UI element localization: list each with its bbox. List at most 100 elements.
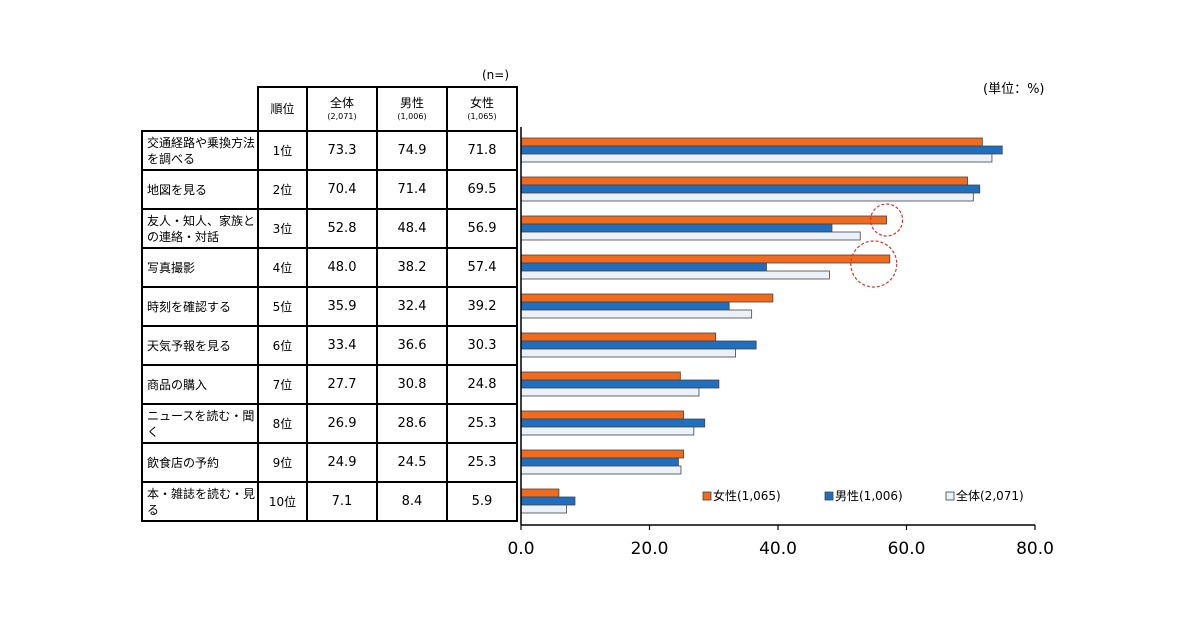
- table-header-row: 順位 全体 (2,071) 男性 (1,006) 女性 (1,065): [142, 86, 518, 132]
- row-rank: 8位: [257, 403, 308, 444]
- row-label: 天気予報を見る: [141, 325, 259, 366]
- bar-male-7: [520, 418, 706, 428]
- bar-female-0: [520, 137, 983, 147]
- row-label: 本・雑誌を読む・見る: [141, 481, 259, 522]
- header-all-n: (2,071): [327, 112, 357, 121]
- row-all: 27.7: [306, 364, 378, 405]
- header-male-label: 男性: [399, 96, 424, 110]
- row-rank: 4位: [257, 247, 308, 288]
- row-rank: 6位: [257, 325, 308, 366]
- bar-all-4: [520, 309, 753, 319]
- row-female: 39.2: [446, 286, 518, 327]
- row-male: 30.8: [376, 364, 448, 405]
- row-label: 友人・知人、家族との連絡・対話: [141, 208, 259, 249]
- row-rank: 5位: [257, 286, 308, 327]
- bar-all-8: [520, 465, 682, 475]
- table-row: 写真撮影 4位 48.0 38.2 57.4: [141, 247, 518, 288]
- row-female: 25.3: [446, 442, 518, 483]
- row-male: 74.9: [376, 130, 448, 171]
- bar-all-2: [520, 231, 861, 241]
- row-all: 24.9: [306, 442, 378, 483]
- row-all: 7.1: [306, 481, 378, 522]
- row-label: 時刻を確認する: [141, 286, 259, 327]
- header-female-n: (1,065): [467, 112, 497, 121]
- row-female: 57.4: [446, 247, 518, 288]
- legend-swatch-0: [702, 491, 712, 501]
- bar-female-8: [520, 449, 684, 459]
- row-all: 35.9: [306, 286, 378, 327]
- row-label: 交通経路や乗換方法を調べる: [141, 130, 259, 171]
- row-all: 73.3: [306, 130, 378, 171]
- legend-label-2: 全体(2,071): [956, 488, 1024, 503]
- legend-label-0: 女性(1,065): [713, 488, 781, 503]
- table-row: 本・雑誌を読む・見る 10位 7.1 8.4 5.9: [141, 481, 518, 522]
- data-table: 順位 全体 (2,071) 男性 (1,006) 女性 (1,065) 交通経路や乗換…: [141, 86, 518, 522]
- legend-swatch-2: [945, 491, 955, 501]
- row-female: 71.8: [446, 130, 518, 171]
- bar-male-6: [520, 379, 720, 389]
- table-row: 商品の購入 7位 27.7 30.8 24.8: [141, 364, 518, 405]
- bar-female-6: [520, 371, 681, 381]
- header-rank: 順位: [257, 86, 308, 132]
- row-male: 48.4: [376, 208, 448, 249]
- bar-all-1: [520, 192, 974, 202]
- legend-swatch-1: [824, 491, 834, 501]
- table-row: 飲食店の予約 9位 24.9 24.5 25.3: [141, 442, 518, 483]
- bar-female-4: [520, 293, 774, 303]
- table-row: ニュースを読む・聞く 8位 26.9 28.6 25.3: [141, 403, 518, 444]
- bar-male-8: [520, 457, 679, 467]
- row-label: 飲食店の予約: [141, 442, 259, 483]
- bar-male-3: [520, 262, 767, 272]
- row-label: 商品の購入: [141, 364, 259, 405]
- header-female-label: 女性: [469, 96, 494, 110]
- bar-female-2: [520, 215, 887, 225]
- row-all: 70.4: [306, 169, 378, 210]
- row-female: 56.9: [446, 208, 518, 249]
- row-male: 71.4: [376, 169, 448, 210]
- header-female: 女性 (1,065): [446, 86, 518, 132]
- row-male: 36.6: [376, 325, 448, 366]
- bar-all-3: [520, 270, 830, 280]
- bar-all-0: [520, 153, 993, 163]
- row-female: 25.3: [446, 403, 518, 444]
- row-male: 28.6: [376, 403, 448, 444]
- x-tick-label: 80.0: [1016, 539, 1054, 559]
- row-all: 33.4: [306, 325, 378, 366]
- row-rank: 7位: [257, 364, 308, 405]
- bar-male-4: [520, 301, 730, 311]
- bar-all-6: [520, 387, 700, 397]
- row-all: 48.0: [306, 247, 378, 288]
- row-male: 32.4: [376, 286, 448, 327]
- row-all: 26.9: [306, 403, 378, 444]
- bar-female-5: [520, 332, 717, 342]
- row-rank: 10位: [257, 481, 308, 522]
- row-male: 8.4: [376, 481, 448, 522]
- row-label: ニュースを読む・聞く: [141, 403, 259, 444]
- row-female: 69.5: [446, 169, 518, 210]
- table-row: 地図を見る 2位 70.4 71.4 69.5: [141, 169, 518, 210]
- row-rank: 2位: [257, 169, 308, 210]
- bar-male-1: [520, 184, 981, 194]
- header-all: 全体 (2,071): [306, 86, 378, 132]
- row-female: 5.9: [446, 481, 518, 522]
- legend-label-1: 男性(1,006): [835, 489, 903, 503]
- table-row: 交通経路や乗換方法を調べる 1位 73.3 74.9 71.8: [141, 130, 518, 171]
- row-female: 30.3: [446, 325, 518, 366]
- highlight-circle-2: [869, 203, 904, 237]
- bar-male-0: [520, 145, 1003, 155]
- bar-female-1: [520, 176, 968, 186]
- table-row: 時刻を確認する 5位 35.9 32.4 39.2: [141, 286, 518, 327]
- x-tick-label: 20.0: [631, 539, 669, 559]
- bar-female-7: [520, 410, 684, 420]
- x-tick-label: 0.0: [507, 539, 534, 559]
- row-rank: 1位: [257, 130, 308, 171]
- row-label: 写真撮影: [141, 247, 259, 288]
- bar-male-2: [520, 223, 833, 233]
- highlight-circle-3: [850, 240, 898, 288]
- row-label: 地図を見る: [141, 169, 259, 210]
- row-female: 24.8: [446, 364, 518, 405]
- row-male: 24.5: [376, 442, 448, 483]
- header-rank-label: 順位: [270, 102, 295, 116]
- bar-female-3: [520, 254, 891, 264]
